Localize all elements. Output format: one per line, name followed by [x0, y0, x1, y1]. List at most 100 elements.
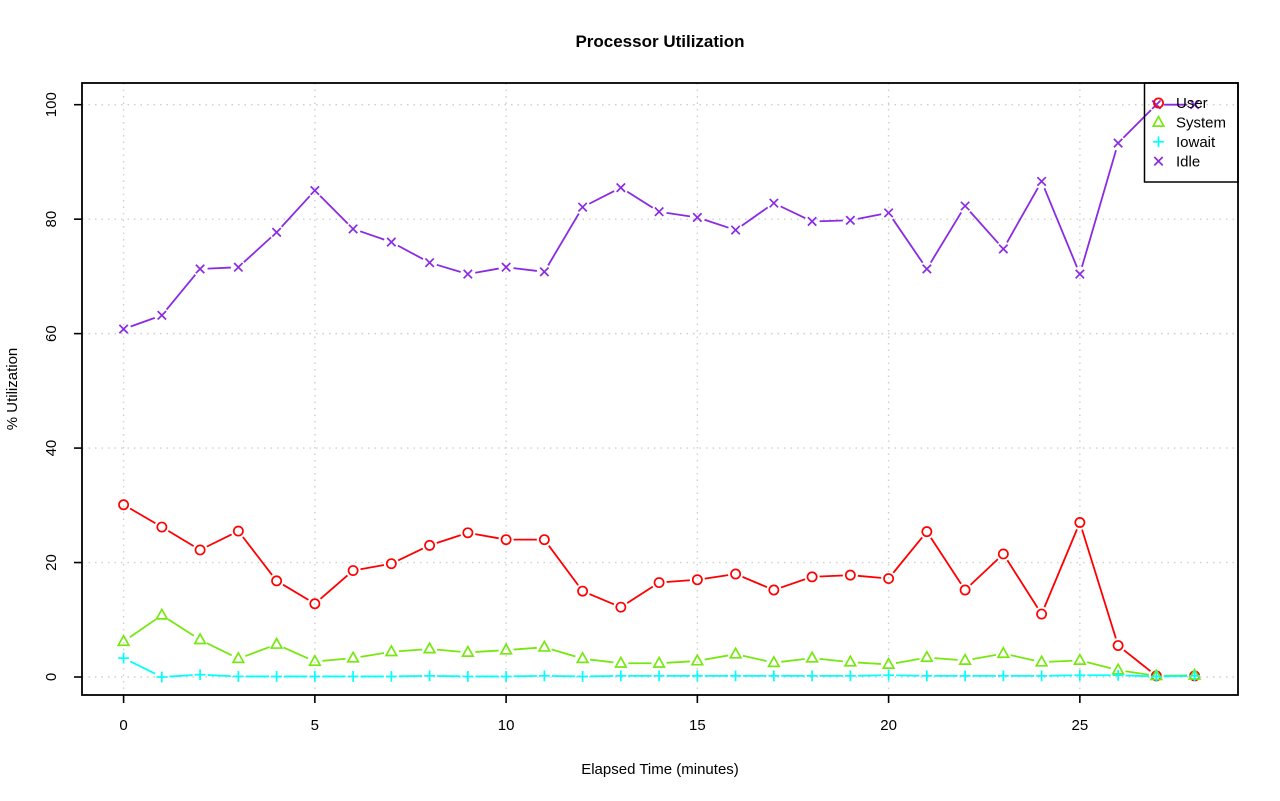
triangle-marker [843, 654, 858, 667]
circle-marker [118, 499, 130, 511]
series-line-segment [589, 593, 615, 606]
x-marker [577, 202, 588, 212]
series-line-segment [207, 266, 231, 270]
series-line-segment [129, 660, 156, 675]
circle-marker [615, 601, 627, 613]
series-line-segment [282, 583, 309, 601]
series-line-segment [475, 267, 499, 274]
triangle-marker [920, 649, 934, 663]
series-line-segment [436, 263, 461, 273]
series-idle [118, 99, 1200, 334]
triangle-marker [346, 650, 360, 663]
series-line-segment [741, 206, 769, 227]
triangle-marker [193, 632, 207, 645]
series-line-segment [165, 274, 197, 311]
triangle-marker [384, 644, 399, 657]
series-line-segment [397, 547, 424, 562]
x-marker [539, 267, 550, 277]
series-line-segment [930, 537, 962, 585]
series-line-segment [1086, 661, 1112, 670]
series-line-segment [1122, 109, 1152, 139]
series-line-segment [1006, 187, 1039, 243]
triangle-marker [614, 655, 628, 668]
series-line-segment [436, 534, 462, 544]
series-line-segment [167, 530, 195, 547]
series-line-segment [475, 649, 499, 653]
series-line-segment [969, 558, 999, 586]
x-marker [692, 212, 703, 223]
x-marker [271, 227, 282, 238]
triangle-marker [1034, 654, 1049, 667]
circle-marker [577, 585, 589, 597]
x-marker [807, 216, 817, 227]
triangle-marker [690, 653, 705, 666]
series-system [116, 607, 1202, 681]
plot-box [81, 82, 1239, 696]
legend-label: Idle [1176, 153, 1200, 170]
triangle-marker [155, 607, 169, 620]
circle-marker [462, 527, 474, 539]
x-tick-label: 0 [119, 717, 127, 734]
series-line-segment [398, 648, 423, 653]
x-marker [1189, 99, 1200, 110]
x-marker [195, 264, 205, 274]
triangle-marker [422, 641, 437, 654]
triangle-marker [537, 639, 552, 652]
x-marker [845, 215, 856, 226]
triangle-marker [881, 656, 896, 669]
y-tick-label: 20 [43, 554, 60, 571]
triangle-marker [461, 644, 475, 657]
series-line-segment [547, 213, 580, 266]
circle-marker [959, 584, 971, 596]
x-tick-label: 20 [880, 717, 897, 734]
x-marker [883, 208, 894, 218]
series-line-segment [1081, 149, 1117, 268]
series-line-segment [319, 195, 349, 225]
series-line-segment [359, 230, 385, 241]
triangle-marker [652, 655, 666, 668]
legend-label: Iowait [1176, 134, 1216, 151]
series-line-segment [929, 211, 962, 264]
series-line-segment [548, 545, 579, 586]
series-line-segment [1006, 559, 1039, 609]
triangle-marker [728, 646, 743, 659]
x-marker [348, 224, 358, 234]
x-marker [769, 198, 779, 208]
circle-marker [921, 526, 933, 538]
series-line-segment [819, 574, 843, 578]
series-line-segment [206, 533, 233, 548]
circle-marker [538, 534, 550, 546]
circle-marker [1153, 97, 1164, 109]
series-line-segment [242, 536, 273, 576]
series-line-segment [857, 213, 882, 220]
circle-marker [424, 539, 436, 551]
x-marker [501, 262, 511, 273]
triangle-marker [996, 645, 1011, 659]
series-line-segment [1081, 529, 1117, 639]
triangle-marker [958, 652, 972, 665]
series-line-segment [513, 267, 538, 272]
x-marker [998, 244, 1009, 254]
circle-marker [271, 575, 283, 587]
circle-marker [385, 558, 397, 570]
series-line-segment [319, 574, 349, 600]
chart-title: Processor Utilization [575, 32, 744, 51]
circle-marker [997, 548, 1009, 560]
circle-marker [883, 573, 895, 585]
series-line-segment [129, 507, 156, 525]
circle-marker [844, 569, 856, 581]
series-line-segment [1049, 659, 1073, 663]
triangle-marker [1073, 652, 1087, 665]
series-line-segment [360, 652, 385, 658]
series-line-segment [626, 190, 654, 209]
series-line-segment [666, 579, 690, 583]
series-line-segment [819, 658, 843, 663]
series-user [118, 499, 1201, 682]
triangle-marker [116, 633, 131, 647]
x-tick-label: 5 [311, 717, 319, 734]
circle-marker [806, 571, 818, 583]
x-marker [616, 182, 626, 193]
series-line-segment [895, 657, 920, 664]
series-line-segment [281, 195, 311, 228]
